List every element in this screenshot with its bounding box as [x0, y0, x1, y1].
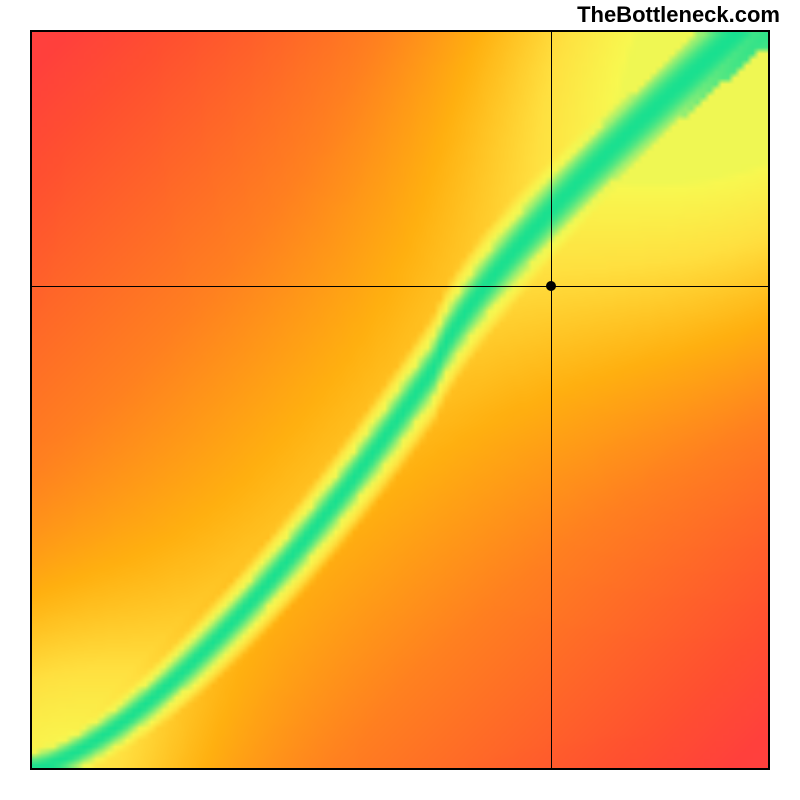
- crosshair-vertical: [551, 32, 552, 768]
- watermark-text: TheBottleneck.com: [577, 2, 780, 28]
- crosshair-horizontal: [32, 286, 768, 287]
- heatmap-frame: [30, 30, 770, 770]
- crosshair-point: [546, 281, 556, 291]
- heatmap-canvas: [32, 32, 768, 768]
- chart-container: TheBottleneck.com: [0, 0, 800, 800]
